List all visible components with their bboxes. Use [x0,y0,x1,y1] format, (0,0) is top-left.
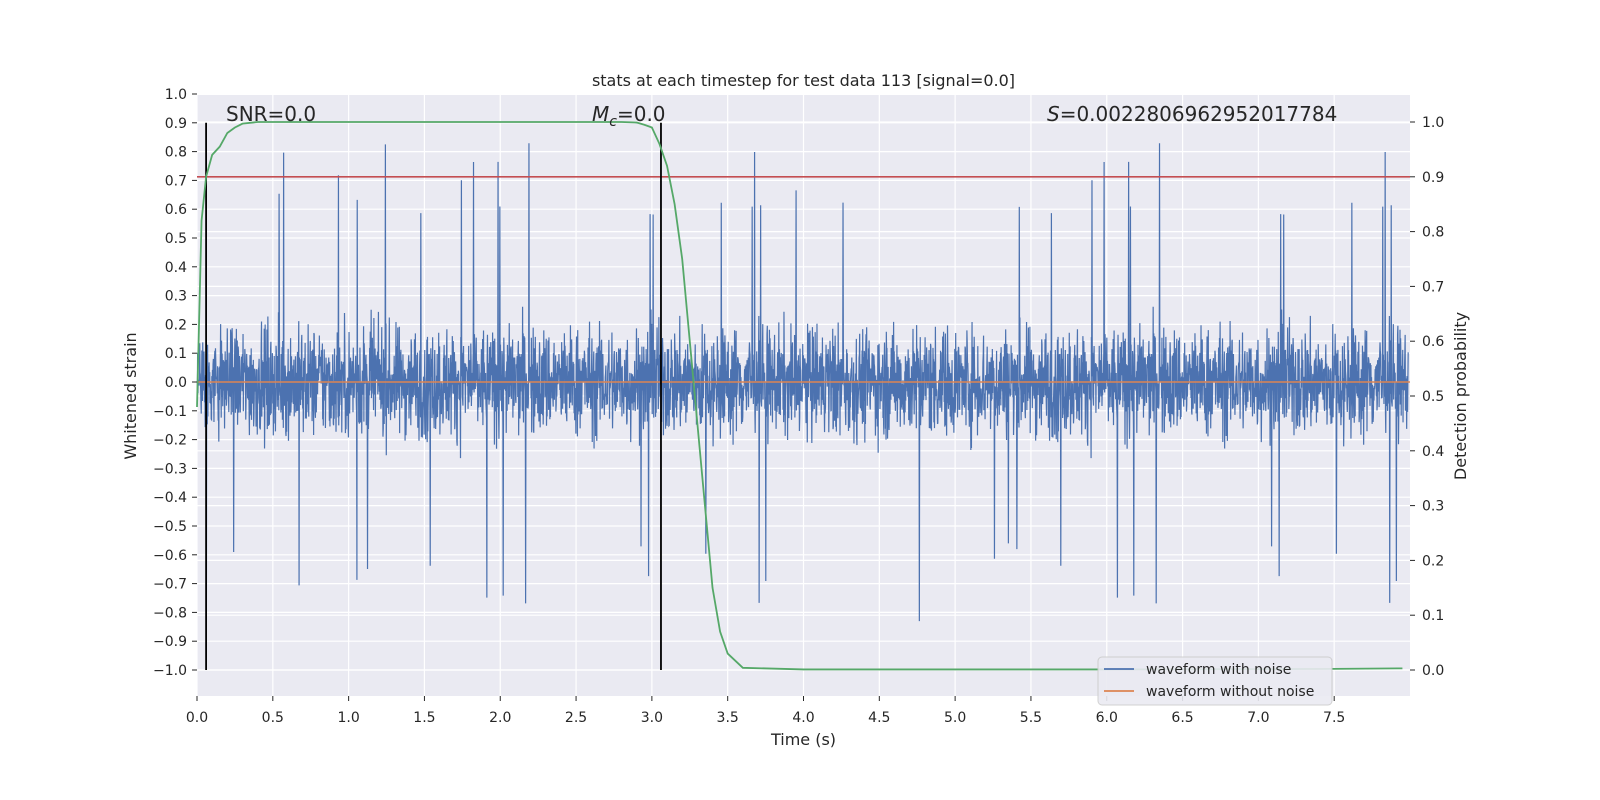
y-tick-label: −0.1 [153,404,187,420]
y2-tick-label: 0.2 [1422,553,1444,569]
y-tick-label: 0.7 [165,173,187,189]
x-axis: 0.0 0.5 1.0 1.5 2.0 2.5 3.0 3.5 4.0 4.5 5.0 5.5 6.0 6… [186,696,1345,726]
y-tick-label: −0.9 [153,634,187,650]
y-tick-label: 0.8 [165,145,187,161]
y-tick-label: −1.0 [153,663,187,679]
y-tick-label: −0.5 [153,519,187,535]
detection-probability-line [196,121,1403,671]
x-tick-label: 7.5 [1323,710,1345,726]
y-axis-label: Whitened strain [121,332,140,459]
legend-box [1097,656,1333,706]
y-axis-left: 1.0 0.9 0.8 0.7 0.6 0.5 0.4 0.3 0.2 0.1 0.0 −0.1 −0.… [153,87,197,679]
series-waveform-with-noise [196,143,1409,622]
mc-symbol: M [592,102,609,126]
annotation-mc: Mc=0.0 [592,102,666,130]
waveform-with-noise-line [196,143,1409,622]
y-tick-label: 0.9 [165,116,187,132]
mc-subscript: c [609,114,617,130]
x-tick-label: 3.0 [641,710,663,726]
s-symbol: S [1047,102,1060,126]
y-tick-label: 0.4 [165,260,187,276]
x-tick-label: 2.0 [489,710,511,726]
y-tick-label: 0.2 [165,317,187,333]
legend: waveform with noise waveform without noi… [1097,656,1333,706]
y-tick-label: 0.0 [165,375,187,391]
y2-tick-label: 0.0 [1422,663,1444,679]
annotation-s: S=0.002280696295201778​4 [1047,102,1337,126]
x-tick-label: 5.0 [944,710,966,726]
x-tick-label: 4.5 [868,710,890,726]
x-tick-label: 7.0 [1247,710,1269,726]
x-tick-label: 1.0 [337,710,359,726]
y2-tick-label: 0.9 [1422,170,1444,186]
y2-tick-label: 0.4 [1422,444,1444,460]
y2-tick-label: 1.0 [1422,115,1444,131]
y-tick-label: −0.8 [153,605,187,621]
x-tick-label: 3.5 [717,710,739,726]
x-tick-label: 0.0 [186,710,208,726]
y-axis-right: 1.0 0.9 0.8 0.7 0.6 0.5 0.4 0.3 0.2 0.1 0.0 [1410,115,1444,679]
x-tick-label: 4.0 [792,710,814,726]
x-tick-label: 6.0 [1096,710,1118,726]
y-tick-label: −0.3 [153,461,187,477]
y-tick-label: −0.7 [153,577,187,593]
y2-tick-label: 0.8 [1422,225,1444,241]
y-tick-label: 0.1 [165,346,187,362]
y-tick-label: −0.2 [153,433,187,449]
x-axis-label: Time (s) [770,730,836,749]
x-tick-label: 6.5 [1171,710,1193,726]
y-tick-label: −0.4 [153,490,187,506]
y-tick-label: 0.5 [165,231,187,247]
s-value: =0.002280696295201778​4 [1060,102,1338,126]
annotation-snr: SNR=0.0 [226,102,316,126]
x-tick-label: 2.5 [565,710,587,726]
y-tick-label: 0.6 [165,202,187,218]
y-tick-label: 0.3 [165,289,187,305]
y-tick-label: 1.0 [165,87,187,103]
y2-tick-label: 0.5 [1422,389,1444,405]
chart-title: stats at each timestep for test data 113… [592,71,1015,90]
mc-value: =0.0 [617,102,666,126]
y2-tick-label: 0.6 [1422,334,1444,350]
y-tick-label: −0.6 [153,548,187,564]
chart-marks [196,121,1410,671]
x-tick-label: 0.5 [262,710,284,726]
x-tick-label: 5.5 [1020,710,1042,726]
x-tick-label: 1.5 [413,710,435,726]
legend-label-waveform-without-noise: waveform without noise [1146,684,1314,700]
y2-tick-label: 0.3 [1422,499,1444,515]
y2-tick-label: 0.7 [1422,279,1444,295]
legend-label-waveform-with-noise: waveform with noise [1146,662,1291,678]
y2-axis-label: Detection probability [1451,312,1470,480]
y2-tick-label: 0.1 [1422,608,1444,624]
